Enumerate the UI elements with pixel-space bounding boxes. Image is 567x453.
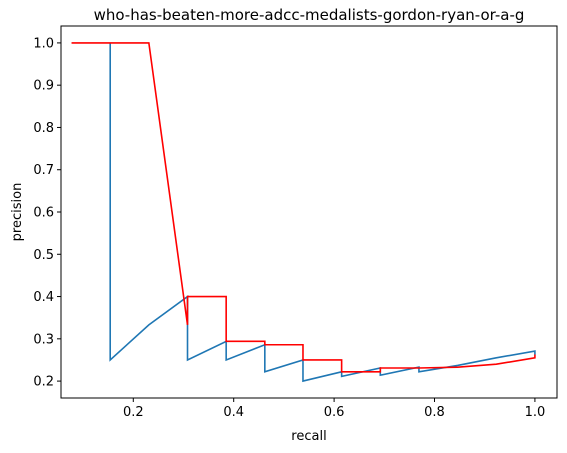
y-tick-label: 0.5: [33, 248, 54, 263]
y-tick-label: 0.3: [33, 332, 54, 347]
y-tick-label: 0.8: [33, 121, 54, 136]
plot-background: [61, 26, 557, 398]
y-axis-label: precision: [10, 183, 25, 242]
y-tick-label: 0.4: [33, 290, 54, 305]
series-line-2: [71, 42, 536, 373]
x-tick-label: 0.2: [123, 405, 144, 420]
chart-title: who-has-beaten-more-adcc-medalists-gordo…: [94, 6, 525, 24]
x-tick-label: 0.8: [424, 405, 445, 420]
x-tick-label: 1.0: [525, 405, 546, 420]
y-axis: 0.2 0.3 0.4 0.5 0.6 0.7 0.8 0.9 1.0: [33, 36, 61, 390]
y-tick-label: 1.0: [33, 36, 54, 51]
x-axis: 0.2 0.4 0.6 0.8 1.0: [123, 398, 545, 420]
y-tick-label: 0.7: [33, 163, 54, 178]
x-tick-label: 0.6: [324, 405, 345, 420]
y-tick-label: 0.9: [33, 79, 54, 94]
x-axis-label: recall: [291, 429, 326, 444]
series-layer: [71, 42, 536, 383]
y-tick-label: 0.2: [33, 375, 54, 390]
x-tick-label: 0.4: [223, 405, 244, 420]
y-tick-label: 0.6: [33, 206, 54, 221]
